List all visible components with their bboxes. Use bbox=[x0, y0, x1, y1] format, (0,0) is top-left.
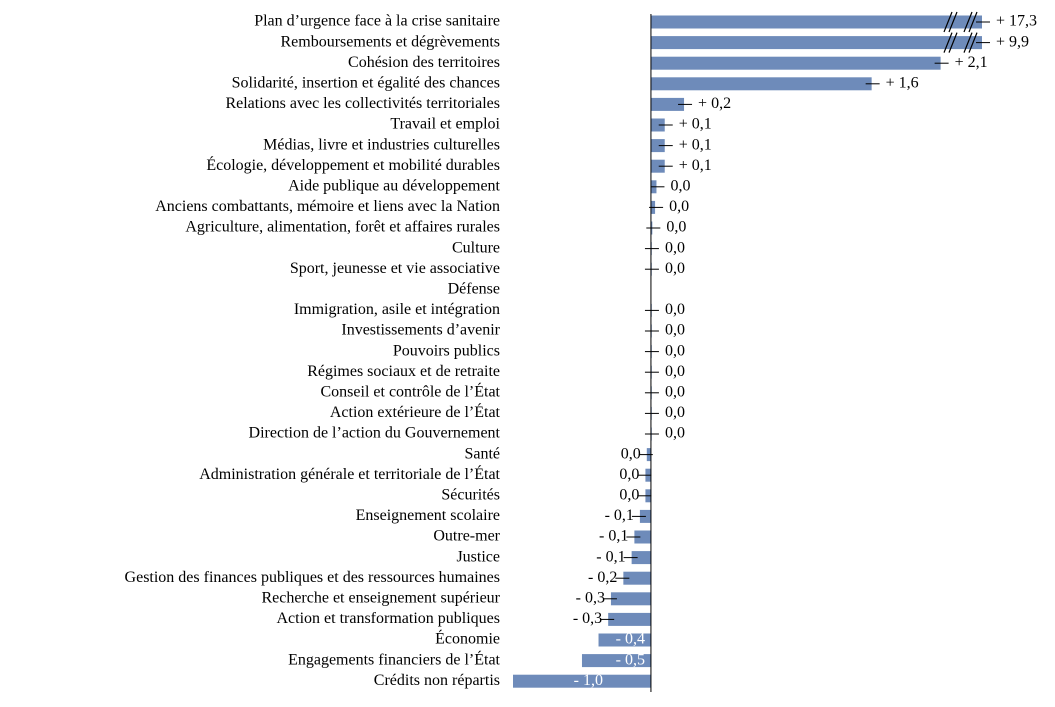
value-label: + 0,1 bbox=[679, 157, 712, 174]
axis-break bbox=[943, 32, 958, 53]
y-tick-label: Sport, jeunesse et vie associative bbox=[290, 260, 500, 277]
y-tick-label: Agriculture, alimentation, forêt et affa… bbox=[185, 219, 500, 236]
y-tick-label: Action et transformation publiques bbox=[276, 610, 500, 627]
y-tick-label: Pouvoirs publics bbox=[393, 342, 500, 359]
y-tick-label: Gestion des finances publiques et des re… bbox=[125, 569, 500, 586]
y-tick-label: Remboursements et dégrèvements bbox=[281, 33, 501, 50]
value-label: 0,0 bbox=[665, 383, 685, 400]
y-tick-label: Régimes sociaux et de retraite bbox=[307, 363, 500, 380]
value-label: 0,0 bbox=[619, 466, 639, 483]
value-label: 0,0 bbox=[619, 486, 639, 503]
bar bbox=[650, 118, 665, 132]
y-tick-label: Immigration, asile et intégration bbox=[294, 301, 500, 318]
value-label: 0,0 bbox=[621, 445, 641, 462]
axis-break bbox=[963, 11, 978, 33]
bar bbox=[650, 139, 665, 153]
y-tick-label: Solidarité, insertion et égalité des cha… bbox=[232, 74, 500, 91]
y-tick-label: Direction de l’action du Gouvernement bbox=[249, 425, 501, 442]
y-tick-label: Investissements d’avenir bbox=[341, 322, 500, 339]
value-label: + 2,1 bbox=[955, 54, 988, 71]
y-tick-label: Économie bbox=[435, 629, 500, 648]
value-label: - 0,1 bbox=[605, 507, 634, 524]
value-label: + 1,6 bbox=[886, 74, 919, 91]
value-label: - 0,2 bbox=[588, 569, 617, 586]
y-tick-label: Justice bbox=[456, 548, 500, 565]
bar bbox=[650, 56, 941, 70]
y-tick-label: Sécurités bbox=[441, 486, 500, 503]
value-label: + 17,3 bbox=[996, 13, 1037, 30]
value-label: - 0,1 bbox=[599, 528, 628, 545]
value-label: - 0,1 bbox=[596, 548, 625, 565]
value-label: 0,0 bbox=[665, 404, 685, 421]
value-label: 0,0 bbox=[669, 198, 689, 215]
value-label: + 0,1 bbox=[679, 136, 712, 153]
bar bbox=[634, 530, 651, 544]
y-tick-label: Enseignement scolaire bbox=[356, 507, 500, 524]
value-label: - 0,4 bbox=[616, 631, 645, 648]
bar bbox=[598, 633, 651, 647]
bar bbox=[650, 36, 982, 50]
bar bbox=[650, 97, 685, 111]
y-tick-label: Écologie, développement et mobilité dura… bbox=[206, 155, 500, 174]
value-label: + 9,9 bbox=[996, 33, 1029, 50]
value-label: 0,0 bbox=[665, 301, 685, 318]
y-tick-label: Cohésion des territoires bbox=[348, 54, 500, 71]
value-label: 0,0 bbox=[665, 260, 685, 277]
y-tick-label: Action extérieure de l’État bbox=[330, 402, 501, 421]
bar bbox=[608, 612, 651, 626]
value-label: + 0,2 bbox=[698, 95, 731, 112]
axis-break bbox=[963, 32, 978, 53]
value-label: 0,0 bbox=[666, 219, 686, 236]
y-tick-label: Culture bbox=[452, 239, 500, 256]
y-tick-label: Recherche et enseignement supérieur bbox=[261, 589, 500, 606]
y-tick-label: Conseil et contrôle de l’État bbox=[321, 381, 501, 400]
value-label: - 1,0 bbox=[574, 672, 603, 689]
y-tick-label: Plan d’urgence face à la crise sanitaire bbox=[254, 13, 500, 30]
bar bbox=[610, 592, 651, 606]
axis-break bbox=[943, 11, 958, 33]
value-label: 0,0 bbox=[665, 363, 685, 380]
bar bbox=[650, 15, 982, 29]
y-tick-label: Administration générale et territoriale … bbox=[199, 464, 500, 483]
y-tick-label: Santé bbox=[464, 445, 500, 462]
bar bbox=[650, 77, 872, 91]
y-tick-label: Engagements financiers de l’État bbox=[288, 649, 500, 668]
y-tick-label: Relations avec les collectivités territo… bbox=[225, 95, 500, 112]
value-label: 0,0 bbox=[665, 425, 685, 442]
value-label: 0,0 bbox=[665, 342, 685, 359]
value-label: 0,0 bbox=[665, 322, 685, 339]
bar bbox=[581, 654, 651, 668]
y-tick-label: Défense bbox=[448, 280, 500, 297]
value-label: 0,0 bbox=[670, 177, 690, 194]
bar bbox=[650, 159, 665, 173]
y-tick-label: Outre-mer bbox=[433, 528, 500, 545]
bar bbox=[631, 551, 651, 565]
value-label: - 0,3 bbox=[576, 589, 605, 606]
value-label: 0,0 bbox=[665, 239, 685, 256]
y-tick-label: Crédits non répartis bbox=[374, 672, 500, 689]
bar bbox=[623, 571, 651, 585]
y-tick-label: Aide publique au développement bbox=[288, 177, 500, 194]
y-tick-label: Anciens combattants, mémoire et liens av… bbox=[155, 198, 500, 215]
bar bbox=[513, 674, 651, 688]
y-tick-label: Médias, livre et industries culturelles bbox=[263, 136, 500, 153]
value-label: - 0,5 bbox=[616, 651, 645, 668]
value-label: + 0,1 bbox=[679, 116, 712, 133]
value-label: - 0,3 bbox=[573, 610, 602, 627]
y-tick-label: Travail et emploi bbox=[390, 116, 500, 133]
